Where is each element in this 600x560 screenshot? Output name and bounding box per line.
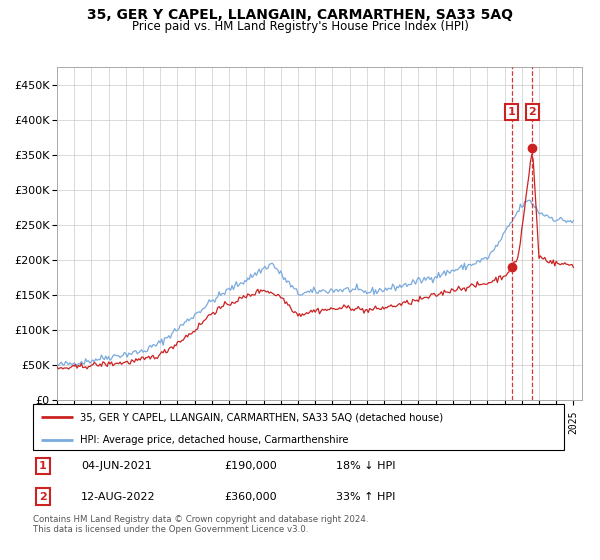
Text: 12-AUG-2022: 12-AUG-2022 bbox=[81, 492, 155, 502]
Text: 1: 1 bbox=[38, 461, 46, 471]
Text: Price paid vs. HM Land Registry's House Price Index (HPI): Price paid vs. HM Land Registry's House … bbox=[131, 20, 469, 33]
FancyBboxPatch shape bbox=[33, 404, 564, 450]
Text: 1: 1 bbox=[508, 107, 515, 117]
Text: Contains HM Land Registry data © Crown copyright and database right 2024.
This d: Contains HM Land Registry data © Crown c… bbox=[33, 515, 368, 534]
Text: 33% ↑ HPI: 33% ↑ HPI bbox=[335, 492, 395, 502]
Text: 2: 2 bbox=[38, 492, 46, 502]
Text: 18% ↓ HPI: 18% ↓ HPI bbox=[335, 461, 395, 471]
Text: £190,000: £190,000 bbox=[224, 461, 277, 471]
Text: 04-JUN-2021: 04-JUN-2021 bbox=[81, 461, 152, 471]
Text: 35, GER Y CAPEL, LLANGAIN, CARMARTHEN, SA33 5AQ: 35, GER Y CAPEL, LLANGAIN, CARMARTHEN, S… bbox=[87, 8, 513, 22]
Text: £360,000: £360,000 bbox=[224, 492, 277, 502]
Text: 2: 2 bbox=[529, 107, 536, 117]
Text: HPI: Average price, detached house, Carmarthenshire: HPI: Average price, detached house, Carm… bbox=[80, 435, 348, 445]
Text: 35, GER Y CAPEL, LLANGAIN, CARMARTHEN, SA33 5AQ (detached house): 35, GER Y CAPEL, LLANGAIN, CARMARTHEN, S… bbox=[80, 412, 443, 422]
